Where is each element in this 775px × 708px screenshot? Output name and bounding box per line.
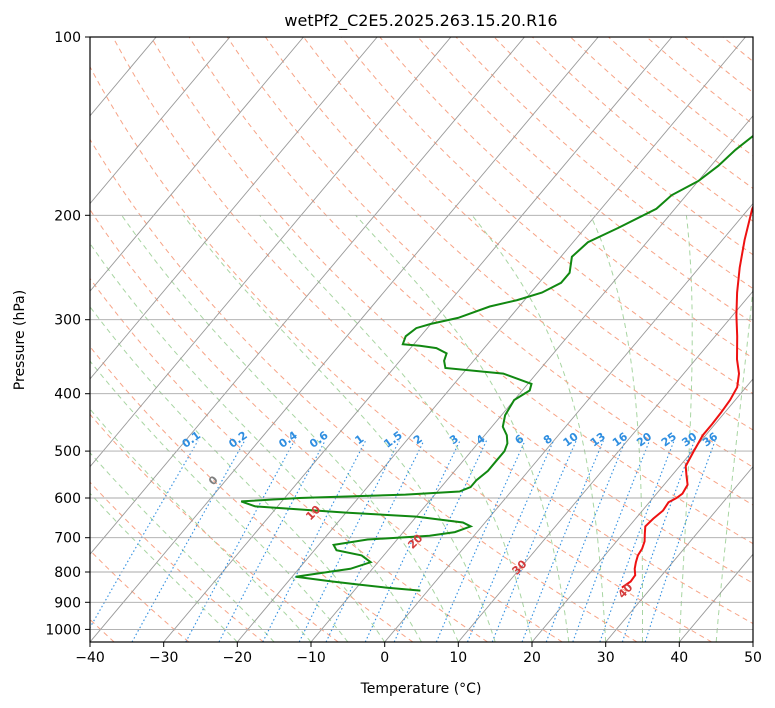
isotherm (90, 37, 452, 468)
x-tick-label: −10 (296, 650, 326, 666)
x-tick-label: 10 (449, 650, 467, 666)
x-tick-label: 30 (597, 650, 615, 666)
dry-adiabat (90, 277, 488, 642)
data-series (240, 134, 753, 592)
y-tick-label: 500 (54, 444, 81, 460)
dry-adiabat (226, 37, 753, 506)
isotherm (90, 37, 525, 555)
isotherm (163, 37, 673, 642)
y-tick-label: 300 (54, 313, 81, 329)
axis-ticks: −40 −30 −20 −10 0 10 20 30 40 50 100 200 300 400 500 60… (45, 30, 762, 666)
y-tick-label: 700 (54, 531, 81, 547)
dry-adiabat (90, 413, 339, 642)
dry-adiabat (455, 37, 753, 290)
isotherm (457, 290, 753, 642)
x-tick-label: −40 (75, 650, 105, 666)
moist-adiabat (90, 242, 422, 642)
dry-adiabat (264, 37, 753, 468)
isotherm (752, 641, 753, 642)
plot-frame (89, 36, 754, 643)
x-tick-label: 50 (744, 650, 762, 666)
x-tick-label: −20 (223, 650, 253, 666)
mixing-ratio-line (90, 440, 199, 629)
dry-adiabat (90, 65, 712, 642)
moist-adiabat (259, 214, 533, 642)
isotherm (90, 37, 378, 380)
y-tick-label: 900 (54, 595, 81, 611)
series-line (621, 204, 753, 589)
series-line (240, 134, 753, 592)
mixing-ratio-line (185, 440, 295, 642)
y-tick-label: 1000 (45, 622, 81, 638)
isotherm (90, 37, 231, 205)
dry-adiabat (150, 37, 753, 584)
mixing-ratio-line (435, 440, 526, 642)
y-tick-label: 400 (54, 387, 81, 403)
x-tick-label: 40 (670, 650, 688, 666)
y-tick-label: 800 (54, 565, 81, 581)
y-tick-label: 200 (54, 208, 81, 224)
mixing-ratio-line (466, 440, 555, 642)
mixing-ratio-lines (90, 440, 716, 642)
pressure-gridlines (90, 37, 753, 630)
chart-title: wetPf2_C2E5.2025.263.15.20.R16 (284, 11, 557, 31)
isotherm (384, 202, 753, 642)
dry-adiabat (112, 37, 753, 625)
mixing-ratio-line (393, 440, 487, 642)
dry-adiabat (90, 549, 190, 642)
x-tick-label: −30 (149, 650, 179, 666)
isotherm (90, 37, 599, 642)
dry-adiabat (341, 37, 753, 395)
mixing-ratio-line (621, 440, 696, 642)
moist-adiabat (182, 214, 496, 642)
x-tick-label: 20 (523, 650, 541, 666)
x-axis-label: Temperature (°C) (360, 681, 482, 697)
y-axis-label: Pressure (hPa) (12, 290, 28, 390)
isotherms (0, 37, 753, 642)
plot-area: 0.10.20.40.611.52346810131620253036-100-… (0, 37, 753, 642)
isotherm (236, 37, 746, 642)
dry-adiabat (379, 37, 753, 359)
mixing-ratio-line (131, 440, 246, 642)
dry-adiabat (188, 37, 753, 545)
isotherm (531, 378, 753, 642)
moist-adiabat (121, 215, 459, 642)
x-tick-label: 0 (380, 650, 389, 666)
isotherm (90, 37, 304, 292)
mixing-ratio-line (298, 440, 400, 642)
y-tick-label: 600 (54, 491, 81, 507)
mixing-ratio-line (325, 440, 425, 642)
y-tick-label: 100 (54, 30, 81, 46)
dry-adiabat (90, 481, 264, 642)
mixing-ratio-line (599, 440, 675, 642)
isotherm (605, 465, 753, 642)
isotherm (0, 37, 9, 642)
moist-adiabat (590, 215, 643, 642)
moist-adiabat (471, 214, 607, 642)
isotherm (310, 115, 753, 642)
